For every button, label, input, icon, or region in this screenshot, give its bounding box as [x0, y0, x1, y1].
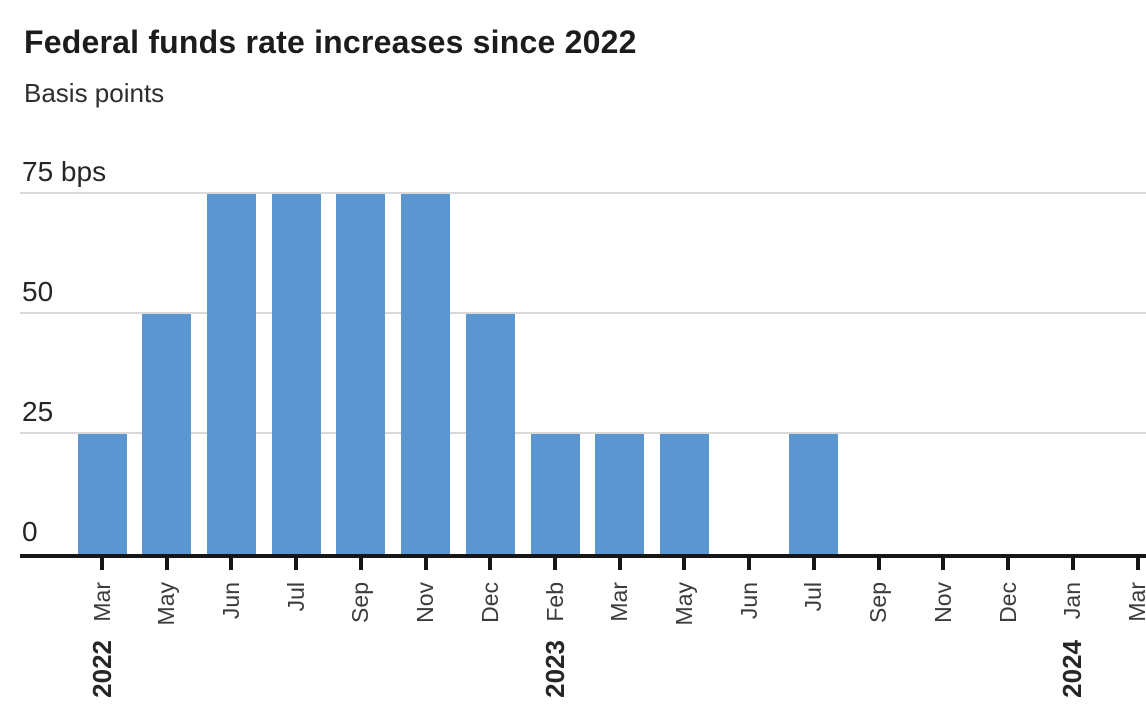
x-month-label: Nov — [404, 582, 448, 623]
x-month-label-text: Sep — [347, 582, 374, 623]
x-month-label-text: Jun — [217, 582, 244, 620]
x-axis-line — [20, 554, 1146, 558]
y-axis-label: 0 — [22, 516, 38, 547]
x-tick — [811, 558, 816, 570]
x-tick — [941, 558, 946, 570]
x-month-label-text: Mar — [606, 582, 633, 622]
gridline — [20, 312, 1146, 314]
bar — [530, 434, 580, 554]
x-month-label: Mar — [1116, 582, 1146, 622]
x-month-label-text: Jul — [800, 582, 827, 612]
x-tick — [1135, 558, 1140, 570]
x-tick — [423, 558, 428, 570]
x-month-label-text: Jul — [282, 582, 309, 612]
x-month-label: Jul — [792, 582, 836, 611]
x-tick — [488, 558, 493, 570]
bar — [206, 194, 256, 554]
bar — [789, 434, 839, 554]
x-month-label-text: May — [153, 582, 180, 626]
x-tick — [229, 558, 234, 570]
x-tick — [876, 558, 881, 570]
x-tick — [164, 558, 169, 570]
x-tick — [358, 558, 363, 570]
x-tick — [1006, 558, 1011, 570]
x-month-label-text: Dec — [476, 582, 503, 623]
x-tick — [294, 558, 299, 570]
x-month-label: May — [662, 582, 706, 625]
y-axis-label: 25 — [22, 396, 54, 427]
x-month-label-text: May — [670, 582, 697, 626]
y-axis-label: 50 — [22, 276, 54, 307]
x-month-label: Feb — [533, 582, 577, 622]
x-month-label: Jan — [1051, 582, 1095, 619]
x-month-label: Jun — [727, 582, 771, 619]
bar — [401, 194, 451, 554]
x-month-label-text: Mar — [1124, 582, 1146, 622]
x-tick — [747, 558, 752, 570]
x-month-label: Mar — [598, 582, 642, 622]
bar — [595, 434, 645, 554]
x-tick — [682, 558, 687, 570]
x-month-label-text: Dec — [994, 582, 1021, 623]
gridline — [20, 432, 1146, 434]
x-month-label: Nov — [921, 582, 965, 623]
x-month-label: Dec — [986, 582, 1030, 623]
x-tick — [1070, 558, 1075, 570]
x-tick — [100, 558, 104, 570]
x-month-label-text: Jun — [735, 582, 762, 620]
bar — [77, 434, 127, 554]
x-year-label: 2022 — [80, 640, 124, 698]
x-year-label-text: 2022 — [86, 640, 117, 698]
x-month-label: May — [145, 582, 189, 625]
x-tick — [553, 558, 558, 570]
x-month-label: Sep — [339, 582, 383, 623]
x-year-label: 2023 — [533, 640, 577, 698]
gridline — [20, 192, 1146, 194]
x-month-label-text: Nov — [929, 582, 956, 623]
bar — [659, 434, 709, 554]
y-axis-label: 75 bps — [22, 156, 107, 187]
chart-title: Federal funds rate increases since 2022 — [24, 24, 637, 60]
x-month-label-text: Jan — [1059, 582, 1086, 620]
x-month-label-text: Mar — [88, 582, 115, 622]
x-month-label-text: Feb — [541, 582, 568, 622]
bar — [142, 314, 192, 554]
x-tick — [617, 558, 622, 570]
x-month-label: Mar — [80, 582, 124, 622]
x-year-label-text: 2024 — [1057, 640, 1088, 698]
x-month-label: Dec — [468, 582, 512, 623]
x-month-label: Sep — [857, 582, 901, 623]
bar — [465, 314, 515, 554]
x-year-label: 2024 — [1051, 640, 1095, 698]
bar — [336, 194, 386, 554]
x-month-label: Jun — [209, 582, 253, 619]
chart-subtitle: Basis points — [24, 78, 165, 108]
bar — [271, 194, 321, 554]
x-year-label-text: 2023 — [539, 640, 570, 698]
x-month-label-text: Sep — [865, 582, 892, 623]
x-month-label: Jul — [274, 582, 318, 611]
x-month-label-text: Nov — [412, 582, 439, 623]
